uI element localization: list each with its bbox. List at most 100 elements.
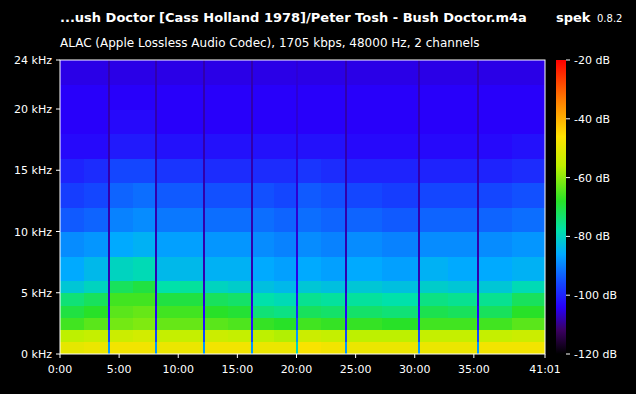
cell — [298, 317, 322, 330]
cell — [448, 342, 477, 354]
cell — [110, 183, 133, 208]
cell — [133, 109, 156, 134]
cell — [228, 293, 251, 306]
cell — [133, 342, 156, 354]
cell — [253, 85, 275, 110]
y-tick-label: 5 kHz — [21, 287, 52, 300]
cell — [84, 85, 109, 110]
cell — [512, 207, 545, 232]
cell — [228, 256, 251, 281]
cell — [84, 60, 109, 85]
cell — [479, 281, 512, 294]
cell — [110, 342, 133, 354]
y-tick — [56, 354, 60, 355]
cell — [321, 317, 345, 330]
cell — [420, 207, 449, 232]
cell — [448, 158, 477, 183]
cell — [205, 281, 228, 294]
cell — [420, 60, 449, 85]
cell — [180, 60, 204, 85]
cell — [347, 232, 383, 257]
cell — [420, 134, 449, 159]
cell — [382, 317, 418, 330]
cell — [253, 256, 275, 281]
cell — [133, 305, 156, 318]
color-tick — [566, 118, 570, 119]
cell — [512, 330, 545, 343]
cell — [448, 330, 477, 343]
cell — [133, 134, 156, 159]
cell — [512, 183, 545, 208]
cell — [347, 293, 383, 306]
cell — [60, 317, 85, 330]
cell — [205, 305, 228, 318]
cell — [298, 134, 322, 159]
cell — [205, 256, 228, 281]
cell — [180, 281, 204, 294]
cell — [228, 305, 251, 318]
cell — [253, 281, 275, 294]
y-tick — [56, 170, 60, 171]
cell — [110, 109, 133, 134]
cell — [382, 342, 418, 354]
cell — [448, 85, 477, 110]
cell — [228, 158, 251, 183]
cell — [420, 232, 449, 257]
cell — [274, 330, 296, 343]
color-tick-label: -20 dB — [574, 54, 610, 67]
cell — [274, 317, 296, 330]
x-tick — [355, 354, 356, 358]
cell — [347, 281, 383, 294]
subtitle: ALAC (Apple Lossless Audio Codec), 1705 … — [60, 36, 479, 50]
cell — [479, 232, 512, 257]
color-tick — [566, 60, 570, 61]
x-tick — [545, 354, 546, 358]
cell — [382, 281, 418, 294]
cell — [382, 293, 418, 306]
cell — [420, 256, 449, 281]
cell — [60, 281, 85, 294]
y-tick-label: 10 kHz — [14, 226, 52, 239]
cell — [84, 207, 109, 232]
cell — [347, 256, 383, 281]
cell — [157, 232, 181, 257]
cell — [180, 183, 204, 208]
cell — [60, 330, 85, 343]
cell — [60, 85, 85, 110]
cell — [60, 109, 85, 134]
x-tick-label: 25:00 — [340, 363, 372, 376]
cell — [512, 134, 545, 159]
cell — [321, 109, 345, 134]
x-tick — [178, 354, 179, 358]
cell — [298, 183, 322, 208]
cell — [382, 305, 418, 318]
cell — [347, 134, 383, 159]
cell — [228, 183, 251, 208]
cell — [205, 330, 228, 343]
cell — [133, 183, 156, 208]
cell — [110, 207, 133, 232]
cell — [321, 207, 345, 232]
cell — [253, 134, 275, 159]
cell — [110, 158, 133, 183]
cell — [157, 134, 181, 159]
cell — [382, 158, 418, 183]
cell — [448, 134, 477, 159]
background — [0, 0, 636, 394]
x-tick-label: 10:00 — [162, 363, 194, 376]
cell — [228, 207, 251, 232]
cell — [420, 305, 449, 318]
cell — [60, 158, 85, 183]
cell — [274, 60, 296, 85]
cell — [448, 183, 477, 208]
cell — [347, 330, 383, 343]
cell — [84, 109, 109, 134]
cell — [228, 317, 251, 330]
cell — [253, 232, 275, 257]
cell — [448, 293, 477, 306]
cell — [253, 293, 275, 306]
x-tick — [473, 354, 474, 358]
cell — [274, 158, 296, 183]
cell — [84, 134, 109, 159]
cell — [382, 330, 418, 343]
